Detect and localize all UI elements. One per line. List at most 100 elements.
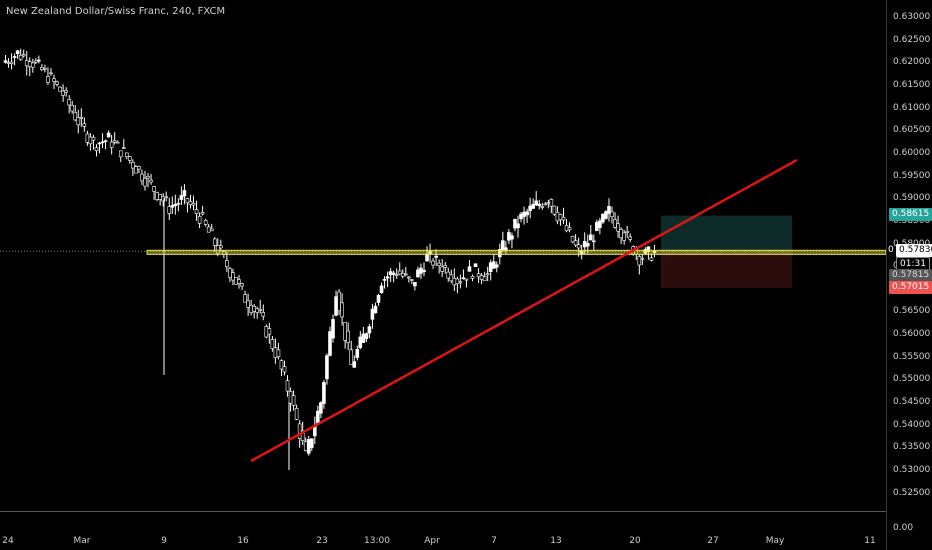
time-tick-label: 27 xyxy=(707,536,719,546)
price-tick-label: 0.62500 xyxy=(893,34,931,45)
trendline xyxy=(250,158,798,463)
candle-body xyxy=(243,294,247,303)
candle-body xyxy=(440,266,444,272)
support-zone xyxy=(146,249,886,255)
candle-body xyxy=(598,220,602,228)
candle-body xyxy=(234,277,238,285)
candle-body xyxy=(522,211,526,217)
price-tick-label: 0.52500 xyxy=(893,487,931,498)
candle-body xyxy=(552,205,557,215)
candle-body xyxy=(579,250,584,255)
time-tick-label: 13 xyxy=(550,536,562,546)
candle-body xyxy=(300,430,305,441)
candle-body xyxy=(70,104,75,112)
candle-body xyxy=(261,312,266,317)
candle-body xyxy=(470,276,475,279)
time-tick-label: Apr xyxy=(424,536,440,546)
candle-body xyxy=(425,253,429,262)
candle-body xyxy=(507,232,511,241)
time-tick-label: 7 xyxy=(491,536,497,546)
time-tick-label: 9 xyxy=(161,536,167,546)
price-axis[interactable] xyxy=(886,0,932,550)
candle-body xyxy=(252,306,256,312)
candle-body xyxy=(209,228,214,232)
candle-body xyxy=(288,391,293,404)
candle-body xyxy=(203,220,208,225)
candle-body xyxy=(407,276,411,279)
candle-body xyxy=(519,213,523,220)
candle-body xyxy=(494,264,499,268)
candle-body xyxy=(112,140,117,143)
candle-body xyxy=(49,72,53,75)
candle-body xyxy=(607,206,611,214)
candle-body xyxy=(18,55,23,60)
candle-body xyxy=(291,395,296,406)
candle-body xyxy=(567,227,572,231)
price-chart[interactable] xyxy=(0,0,886,550)
candle-body xyxy=(516,223,520,229)
candle-body xyxy=(543,203,548,206)
candle-body xyxy=(501,240,505,251)
candle-body xyxy=(185,198,190,204)
candle-body xyxy=(573,240,578,246)
candle-body xyxy=(316,410,320,424)
candle-body xyxy=(476,273,481,278)
candle-body xyxy=(188,201,193,205)
candle-body xyxy=(328,331,332,356)
candle-body xyxy=(358,336,363,349)
candle-body xyxy=(319,402,323,414)
price-tick-label: 0.62000 xyxy=(893,57,931,68)
candle-body xyxy=(294,408,299,420)
candle-body xyxy=(3,60,8,63)
candle-body xyxy=(491,261,496,269)
candle-body xyxy=(431,260,435,266)
candle-body xyxy=(570,236,575,243)
time-tick-label: 24 xyxy=(2,536,14,546)
candle-body xyxy=(176,202,181,205)
candle-body xyxy=(613,219,617,228)
candle-body xyxy=(540,206,545,208)
price-tick-label: 0.54500 xyxy=(893,397,931,408)
candle-body xyxy=(88,136,93,145)
candle-body xyxy=(231,272,235,281)
candle-body xyxy=(12,56,17,58)
candle-body xyxy=(479,275,484,280)
candle-body xyxy=(91,137,96,141)
candle-body xyxy=(106,132,111,138)
candle-body xyxy=(79,117,84,119)
candle-body xyxy=(179,195,184,200)
candle-body xyxy=(452,277,457,286)
candle-body xyxy=(400,273,405,277)
candle-body xyxy=(628,236,633,240)
candle-body xyxy=(473,263,478,268)
candle-body xyxy=(118,150,123,158)
candle-body xyxy=(219,245,223,249)
candle-body xyxy=(191,203,196,206)
candle-body xyxy=(464,278,469,281)
candle-body xyxy=(46,76,50,83)
price-tick-label: 0.53500 xyxy=(893,442,931,453)
candle-body xyxy=(303,441,308,451)
candle-body xyxy=(52,78,56,82)
price-tick-label: 0.59500 xyxy=(893,170,931,181)
candle-body xyxy=(488,262,493,272)
candle-body xyxy=(167,206,172,214)
price-tick-label: 0.59000 xyxy=(893,193,931,204)
candle-body xyxy=(422,269,426,273)
candle-body xyxy=(276,349,281,357)
time-tick-label: Mar xyxy=(73,536,91,546)
candle-body xyxy=(152,186,156,192)
candle-body xyxy=(24,60,29,67)
candle-body xyxy=(334,296,338,316)
candle-body xyxy=(346,330,350,343)
candle-body xyxy=(134,166,138,174)
candle-body xyxy=(370,308,375,320)
candle-body xyxy=(449,274,454,282)
candle-body xyxy=(143,178,147,187)
candle-body xyxy=(349,349,354,365)
candle-body xyxy=(200,212,205,215)
price-tick-label: 0.61000 xyxy=(893,102,931,113)
candle-body xyxy=(343,321,347,341)
price-tick-label: 0.60000 xyxy=(893,147,931,158)
